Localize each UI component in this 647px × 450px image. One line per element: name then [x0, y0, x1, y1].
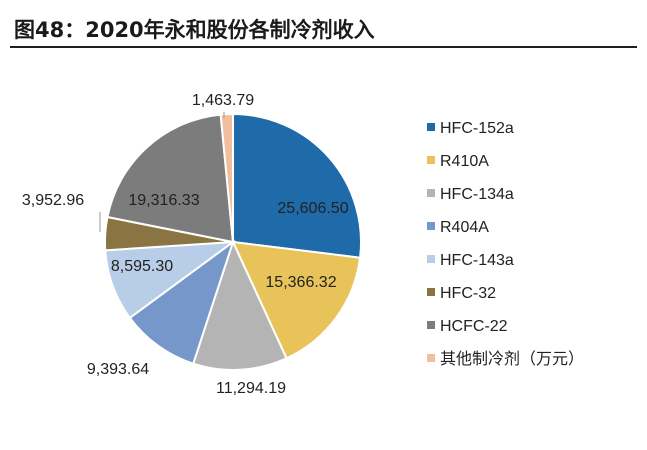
legend-swatch-hfc-134a	[427, 189, 435, 197]
legend-swatch-hfc-32	[427, 288, 435, 296]
legend-label-hfc-134a: HFC-134a	[440, 186, 514, 203]
pie-slice-hcfc-22	[106, 113, 235, 244]
legend-label-hfc-32: HFC-32	[440, 285, 496, 302]
chart-title: 图48：2020年永和股份各制冷剂收入	[14, 18, 375, 42]
legend: HFC-152a R410A HFC-134a R404A HFC-143a HFC-32…	[427, 120, 584, 368]
data-label-r410a: 15,366.32	[265, 274, 336, 291]
data-label-hcfc-22: 19,316.33	[128, 192, 199, 209]
leader-lines	[99, 112, 225, 232]
legend-label-hfc-143a: HFC-143a	[440, 252, 514, 269]
title-bar: 图48：2020年永和股份各制冷剂收入	[10, 6, 637, 48]
pie-slice-hfc-152a	[232, 112, 362, 259]
data-label-hfc-134a: 11,294.19	[216, 380, 286, 397]
legend-swatch-hcfc-22	[427, 321, 435, 329]
pie-slice-other	[219, 112, 234, 243]
pie-slice-hfc-134a	[191, 239, 288, 371]
legend-label-other: 其他制冷剂（万元）	[440, 350, 584, 368]
legend-label-r410a: R410A	[440, 153, 489, 170]
legend-swatch-hfc-152a	[427, 123, 435, 131]
data-label-hfc-143a: 8,595.30	[111, 258, 173, 275]
legend-swatch-r410a	[427, 156, 435, 164]
legend-label-hfc-152a: HFC-152a	[440, 120, 514, 137]
data-label-r404a: 9,393.64	[87, 361, 149, 378]
legend-swatch-r404a	[427, 222, 435, 230]
legend-label-hcfc-22: HCFC-22	[440, 318, 508, 335]
legend-swatch-hfc-143a	[427, 255, 435, 263]
pie-slice-r410a	[231, 240, 362, 360]
pie-slice-r404a	[128, 239, 235, 365]
legend-label-r404a: R404A	[440, 219, 489, 236]
data-labels: 25,606.50 15,366.32 11,294.19 9,393.64 8,595…	[22, 92, 349, 397]
data-label-other: 1,463.79	[192, 92, 254, 109]
legend-swatch-other	[427, 354, 435, 362]
pie-slices	[103, 112, 362, 371]
data-label-hfc-152a: 25,606.50	[277, 200, 348, 217]
data-label-hfc-32: 3,952.96	[22, 192, 84, 209]
